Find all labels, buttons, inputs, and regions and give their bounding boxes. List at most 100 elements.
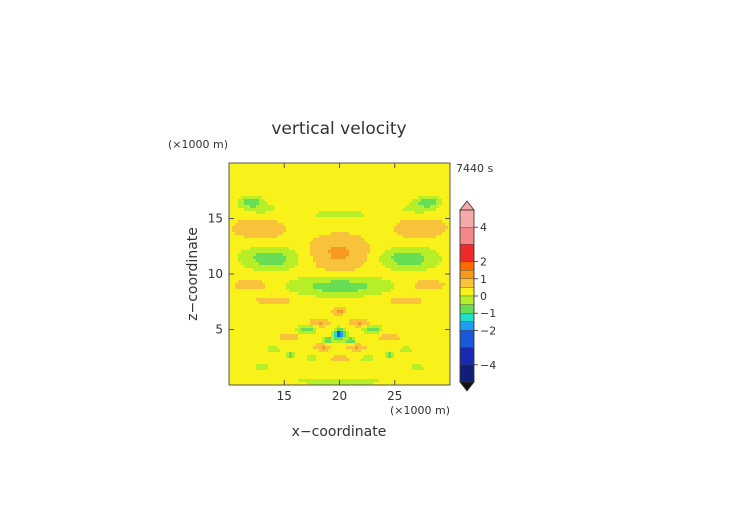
- contour-cell: [352, 292, 356, 296]
- contour-cell: [280, 178, 284, 182]
- contour-cell: [319, 277, 323, 281]
- contour-cell: [427, 322, 431, 326]
- contour-cell: [247, 175, 251, 179]
- contour-cell: [334, 361, 338, 365]
- contour-cell: [445, 319, 449, 323]
- contour-cell: [229, 202, 233, 206]
- contour-cell: [442, 337, 446, 341]
- contour-cell: [247, 289, 251, 293]
- contour-cell: [355, 181, 359, 185]
- contour-cell: [247, 259, 251, 263]
- contour-cell: [301, 331, 305, 335]
- contour-cell: [244, 190, 248, 194]
- contour-cell: [445, 220, 449, 224]
- contour-cell: [394, 163, 398, 167]
- contour-cell: [436, 262, 440, 266]
- contour-cell: [382, 184, 386, 188]
- contour-cell: [430, 202, 434, 206]
- contour-cell: [337, 277, 341, 281]
- contour-cell: [262, 268, 266, 272]
- contour-cell: [352, 358, 356, 362]
- contour-cell: [445, 307, 449, 311]
- contour-cell: [442, 190, 446, 194]
- contour-cell: [424, 178, 428, 182]
- contour-cell: [445, 325, 449, 329]
- contour-cell: [289, 187, 293, 191]
- contour-cell: [283, 232, 287, 236]
- contour-cell: [448, 238, 451, 242]
- contour-cell: [268, 208, 272, 212]
- contour-cell: [436, 277, 440, 281]
- contour-cell: [337, 187, 341, 191]
- contour-cell: [427, 229, 431, 233]
- contour-cell: [343, 259, 347, 263]
- contour-cell: [400, 262, 404, 266]
- contour-cell: [268, 226, 272, 230]
- contour-cell: [424, 295, 428, 299]
- contour-cell: [244, 223, 248, 227]
- contour-cell: [370, 340, 374, 344]
- contour-cell: [232, 181, 236, 185]
- contour-cell: [259, 175, 263, 179]
- contour-cell: [319, 280, 323, 284]
- contour-cell: [301, 322, 305, 326]
- contour-cell: [352, 331, 356, 335]
- contour-cell: [424, 211, 428, 215]
- contour-cell: [274, 301, 278, 305]
- contour-cell: [385, 307, 389, 311]
- contour-cell: [334, 286, 338, 290]
- contour-cell: [433, 328, 437, 332]
- contour-cell: [409, 247, 413, 251]
- contour-cell: [448, 304, 451, 308]
- contour-cell: [328, 340, 332, 344]
- contour-cell: [325, 229, 329, 233]
- contour-cell: [394, 292, 398, 296]
- contour-cell: [250, 295, 254, 299]
- contour-cell: [247, 301, 251, 305]
- contour-cell: [277, 223, 281, 227]
- contour-cell: [340, 292, 344, 296]
- contour-cell: [367, 295, 371, 299]
- contour-cell: [349, 325, 353, 329]
- contour-cell: [430, 229, 434, 233]
- contour-cell: [319, 271, 323, 275]
- contour-cell: [319, 349, 323, 353]
- contour-cell: [247, 328, 251, 332]
- contour-cell: [328, 184, 332, 188]
- contour-cell: [397, 250, 401, 254]
- contour-cell: [325, 235, 329, 239]
- contour-cell: [343, 181, 347, 185]
- contour-cell: [343, 193, 347, 197]
- contour-cell: [247, 277, 251, 281]
- contour-cell: [286, 229, 290, 233]
- contour-cell: [334, 304, 338, 308]
- contour-cell: [388, 298, 392, 302]
- contour-cell: [301, 247, 305, 251]
- contour-cell: [382, 217, 386, 221]
- contour-cell: [418, 319, 422, 323]
- contour-cell: [322, 277, 326, 281]
- contour-cell: [262, 313, 266, 317]
- contour-cell: [406, 223, 410, 227]
- contour-cell: [265, 184, 269, 188]
- contour-cell: [343, 196, 347, 200]
- contour-cell: [442, 343, 446, 347]
- contour-cell: [442, 217, 446, 221]
- contour-cell: [397, 214, 401, 218]
- contour-cell: [379, 247, 383, 251]
- contour-cell: [373, 202, 377, 206]
- contour-cell: [397, 352, 401, 356]
- contour-cell: [235, 346, 239, 350]
- contour-cell: [352, 226, 356, 230]
- contour-cell: [256, 199, 260, 203]
- contour-cell: [325, 178, 329, 182]
- contour-cell: [418, 178, 422, 182]
- contour-cell: [265, 217, 269, 221]
- contour-cell: [301, 229, 305, 233]
- contour-cell: [334, 307, 338, 311]
- contour-cell: [238, 235, 242, 239]
- contour-cell: [388, 301, 392, 305]
- contour-cell: [277, 358, 281, 362]
- contour-cell: [253, 289, 257, 293]
- contour-cell: [313, 274, 317, 278]
